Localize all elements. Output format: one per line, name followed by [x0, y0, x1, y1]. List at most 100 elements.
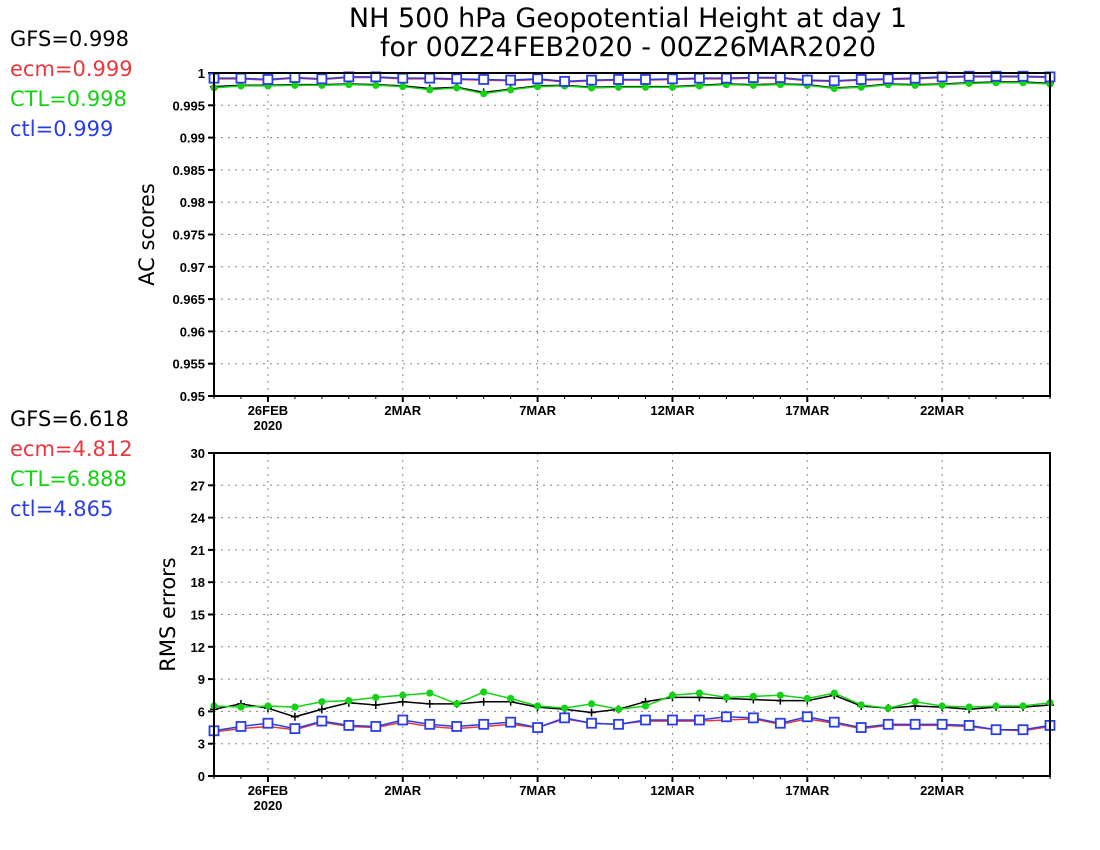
y-tick-label: 0.99	[180, 131, 205, 146]
y-axis-label: AC scores	[135, 183, 159, 286]
legend-entry-ecm: ecm=4.812	[10, 437, 133, 461]
data-point-CTL	[749, 81, 757, 89]
data-point-ctl	[963, 70, 975, 82]
chart-panel-ac-scores: 0.95 0.955 0.96 0.965 0.97 0.975 0.98 0.985 0.99…	[10, 27, 1056, 433]
data-point-ctl	[828, 75, 840, 87]
data-point-ctl	[262, 74, 274, 85]
data-point-CTL	[560, 704, 569, 712]
data-point-ctl	[316, 73, 328, 85]
data-point-CTL	[668, 83, 677, 91]
data-point-CTL	[695, 82, 704, 90]
data-point-ctl	[828, 716, 840, 728]
data-point-ctl	[801, 74, 813, 86]
legend-entry-GFS: GFS=0.998	[10, 27, 129, 51]
data-point-CTL	[911, 698, 919, 706]
data-point-CTL	[722, 693, 730, 702]
data-point-GFS	[425, 699, 434, 708]
data-point-CTL	[372, 81, 380, 89]
data-point-CTL	[938, 702, 946, 710]
data-point-ctl	[855, 74, 867, 85]
data-point-CTL	[318, 698, 326, 706]
y-tick-label: 0.96	[180, 324, 205, 339]
data-point-CTL	[857, 83, 865, 91]
y-tick-label: 0.98	[180, 195, 205, 210]
data-point-ctl	[613, 718, 624, 730]
data-point-ctl	[343, 719, 355, 731]
data-point-GFS	[317, 705, 326, 714]
x-tick-label: 2MAR	[384, 403, 421, 418]
data-point-CTL	[992, 702, 1000, 710]
data-point-CTL	[507, 694, 515, 703]
data-point-ctl	[667, 73, 678, 85]
data-point-GFS	[587, 708, 596, 717]
data-point-ctl	[316, 715, 328, 727]
data-point-ctl	[640, 714, 651, 726]
x-tick-label: 17MAR	[785, 403, 830, 418]
data-point-ctl	[478, 718, 490, 730]
plot-frame	[213, 72, 1051, 397]
y-tick-label: 21	[191, 543, 205, 558]
legend-entry-GFS: GFS=6.618	[10, 407, 129, 431]
y-tick-label: 0.995	[172, 98, 205, 113]
y-tick-label: 27	[191, 478, 205, 493]
data-point-CTL	[641, 702, 650, 710]
data-point-ctl	[505, 716, 517, 728]
data-point-ctl	[397, 72, 409, 84]
data-point-ctl	[720, 72, 732, 84]
data-point-CTL	[587, 700, 596, 708]
data-point-ctl	[586, 74, 597, 86]
y-tick-label: 0.97	[180, 260, 205, 275]
data-point-CTL	[372, 693, 380, 702]
data-point-CTL	[399, 691, 407, 699]
series-line-ecm	[213, 718, 1051, 733]
data-point-CTL	[399, 82, 407, 91]
data-point-ctl	[424, 718, 436, 730]
data-point-ctl	[990, 724, 1002, 736]
data-point-ctl	[640, 74, 651, 85]
data-point-ctl	[532, 722, 544, 733]
legend-entry-CTL: CTL=0.998	[10, 87, 127, 111]
data-point-CTL	[453, 700, 461, 708]
data-point-ctl	[586, 717, 597, 729]
series-line-CTL	[213, 691, 1051, 711]
y-tick-label: 18	[191, 575, 205, 590]
data-point-CTL	[534, 702, 542, 710]
data-point-ctl	[559, 712, 570, 724]
x-tick-year: 2020	[253, 418, 282, 433]
x-tick-year: 2020	[253, 798, 282, 813]
y-tick-label: 12	[191, 640, 205, 655]
data-point-ctl	[424, 72, 436, 84]
x-tick-label: 22MAR	[920, 783, 965, 798]
data-point-ctl	[694, 714, 705, 726]
plot-frame	[213, 452, 1051, 777]
data-point-ctl	[1017, 724, 1029, 736]
data-point-ctl	[882, 73, 894, 85]
data-point-ctl	[478, 74, 490, 85]
y-axis-label: RMS errors	[156, 557, 180, 672]
data-point-ctl	[289, 72, 301, 83]
y-tick-label: 0.985	[172, 163, 205, 178]
chart-panels: 0.95 0.955 0.96 0.965 0.97 0.975 0.98 0.985 0.99…	[10, 27, 1056, 813]
data-point-CTL	[884, 704, 892, 712]
data-point-CTL	[641, 83, 650, 91]
data-point-ctl	[882, 718, 894, 730]
data-point-ctl	[936, 718, 948, 730]
data-point-ctl	[747, 72, 759, 83]
series-line-GFS	[213, 694, 1051, 718]
x-tick-label: 22MAR	[920, 403, 965, 418]
data-point-CTL	[264, 702, 272, 710]
data-point-ctl	[289, 723, 301, 735]
x-tick-label: 12MAR	[650, 783, 695, 798]
chart-title-line1: NH 500 hPa Geopotential Height at day 1	[349, 3, 907, 34]
data-point-ctl	[370, 721, 382, 732]
data-point-CTL	[453, 84, 461, 92]
y-tick-label: 0.955	[172, 357, 205, 372]
data-point-GFS	[371, 700, 380, 709]
data-point-ctl	[397, 714, 409, 726]
data-point-ctl	[235, 721, 247, 732]
x-tick-label: 17MAR	[785, 783, 830, 798]
data-point-CTL	[614, 705, 623, 713]
data-point-CTL	[587, 84, 596, 92]
data-point-CTL	[426, 689, 434, 697]
